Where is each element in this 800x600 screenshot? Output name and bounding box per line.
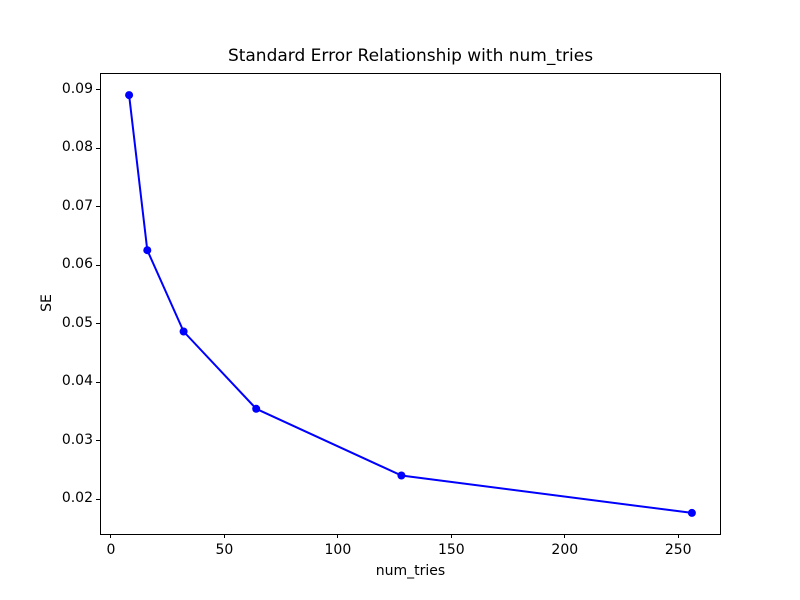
y-tick bbox=[96, 206, 100, 208]
y-tick bbox=[96, 440, 100, 442]
chart-title: Standard Error Relationship with num_tri… bbox=[227, 46, 594, 66]
x-tick bbox=[677, 534, 679, 538]
y-tick bbox=[96, 264, 100, 266]
data-point-marker bbox=[252, 404, 261, 413]
x-tick-label: 100 bbox=[324, 542, 352, 558]
x-tick bbox=[450, 534, 452, 538]
x-tick-label: 150 bbox=[437, 542, 465, 558]
x-tick-label: 250 bbox=[664, 542, 692, 558]
data-point-marker bbox=[179, 327, 188, 336]
y-tick bbox=[96, 323, 100, 325]
x-tick bbox=[337, 534, 339, 538]
y-tick bbox=[96, 147, 100, 149]
y-tick-label: 0.08 bbox=[61, 139, 93, 156]
y-tick-label: 0.03 bbox=[61, 431, 93, 448]
y-tick-label: 0.04 bbox=[61, 373, 93, 390]
x-tick-label: 0 bbox=[106, 542, 116, 558]
data-point-marker bbox=[397, 471, 406, 480]
y-tick bbox=[96, 89, 100, 91]
x-tick bbox=[223, 534, 225, 538]
line-series bbox=[128, 94, 693, 514]
data-point-marker bbox=[687, 508, 696, 517]
y-tick-label: 0.07 bbox=[61, 197, 93, 214]
x-axis-label: num_tries bbox=[375, 563, 446, 579]
y-tick-label: 0.05 bbox=[61, 314, 93, 331]
y-tick-label: 0.09 bbox=[61, 80, 93, 97]
series-canvas bbox=[125, 91, 696, 517]
x-tick-label: 50 bbox=[215, 542, 234, 558]
x-tick bbox=[564, 534, 566, 538]
data-point-marker bbox=[143, 246, 152, 255]
y-tick-label: 0.02 bbox=[61, 490, 93, 507]
x-tick-label: 200 bbox=[551, 542, 579, 558]
plot-area: 0 50 100 150 200 250 0.02 0.03 0.04 0.05 0.06 0.07 0… bbox=[62, 73, 721, 558]
y-tick-label: 0.06 bbox=[61, 256, 93, 273]
y-tick bbox=[96, 498, 100, 500]
x-tick bbox=[110, 534, 112, 538]
y-axis-label: SE bbox=[39, 294, 55, 312]
y-tick bbox=[96, 381, 100, 383]
data-point-marker bbox=[125, 91, 134, 100]
